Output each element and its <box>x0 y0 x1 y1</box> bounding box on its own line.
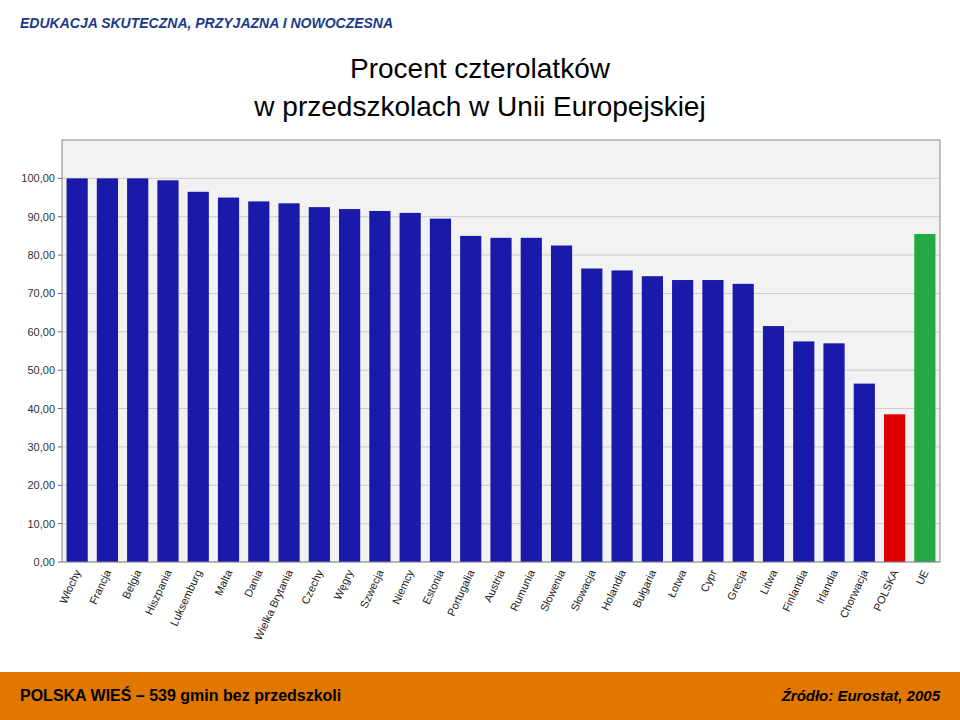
tick-mark <box>58 370 62 371</box>
header-text: EDUKACJA SKUTECZNA, PRZYJAZNA I NOWOCZES… <box>20 15 393 31</box>
x-tick-label: Szwecja <box>358 567 387 610</box>
bar <box>248 201 269 562</box>
tick-mark <box>58 446 62 447</box>
bar <box>581 269 602 562</box>
bar <box>702 280 723 562</box>
x-tick-label: Austria <box>481 567 507 604</box>
bar <box>763 326 784 562</box>
y-tick-label: 50,00 <box>27 364 55 376</box>
x-tick-label: Finlandia <box>780 567 810 613</box>
x-tick-label: Irlandia <box>814 567 840 606</box>
x-tick-label: Estonia <box>420 567 447 606</box>
y-tick-label: 0,00 <box>34 556 55 568</box>
bar <box>733 284 754 562</box>
y-tick-label: 60,00 <box>27 326 55 338</box>
y-tick-label: 40,00 <box>27 403 55 415</box>
bar <box>430 219 451 562</box>
bar <box>823 343 844 562</box>
x-tick-label: Słowenia <box>538 567 568 613</box>
x-axis: WłochyFrancjaBelgiaHiszpaniaLuksemburg Ma… <box>57 567 931 642</box>
bar <box>127 178 148 562</box>
x-tick-label: Rumunia <box>508 567 538 613</box>
footer-background <box>0 672 960 720</box>
plot-frame <box>62 140 940 562</box>
chart-container: EDUKACJA SKUTECZNA, PRZYJAZNA I NOWOCZES… <box>0 0 960 720</box>
bar <box>218 198 239 562</box>
x-tick-label: Węgry <box>331 567 356 601</box>
plot-background <box>62 140 940 562</box>
y-tick-label: 100,00 <box>21 172 55 184</box>
y-tick-label: 90,00 <box>27 211 55 223</box>
x-tick-label: Luksemburg <box>168 568 204 628</box>
bar <box>369 211 390 562</box>
tick-mark <box>58 408 62 409</box>
x-tick-label: Bułgaria <box>630 567 658 609</box>
x-tick-label: Hiszpania <box>142 567 174 617</box>
bar <box>400 213 421 562</box>
x-tick-label: Grecja <box>724 567 749 602</box>
y-grid <box>62 178 940 562</box>
subtitle: w przedszkolach w Unii Europejskiej <box>253 91 705 122</box>
bar <box>884 414 905 562</box>
footer-right: Źródło: Eurostat, 2005 <box>781 687 941 704</box>
x-tick-label: Słowacja <box>568 567 598 613</box>
bar <box>521 238 542 562</box>
x-tick-label: Litwa <box>758 567 780 596</box>
y-tick-label: 80,00 <box>27 249 55 261</box>
tick-mark <box>58 485 62 486</box>
y-axis: 0,00 10,00 20,00 30,00 40,00 50,00 60,00 70,00 8… <box>21 172 62 568</box>
bar <box>642 276 663 562</box>
bar <box>672 280 693 562</box>
y-tick-label: 20,00 <box>27 479 55 491</box>
bar <box>309 207 330 562</box>
x-tick-label: Portugalia <box>445 567 477 618</box>
grid-line <box>62 178 940 179</box>
footer-left: POLSKA WIEŚ – 539 gmin bez przedszkoli <box>20 686 341 704</box>
tick-mark <box>58 293 62 294</box>
tick-mark <box>58 331 62 332</box>
bar <box>460 236 481 562</box>
x-tick-label: Belgia <box>120 567 144 601</box>
bar <box>278 203 299 562</box>
tick-mark <box>58 178 62 179</box>
tick-mark <box>58 523 62 524</box>
x-tick-label: Czechy <box>299 567 326 606</box>
bar <box>339 209 360 562</box>
bars <box>67 178 936 562</box>
x-tick-label: Malta <box>212 567 235 597</box>
tick-mark <box>58 255 62 256</box>
x-tick-label: Cypr <box>698 567 719 593</box>
bar <box>67 178 88 562</box>
x-tick-label: UE <box>913 568 930 587</box>
y-tick-label: 30,00 <box>27 441 55 453</box>
bar <box>97 178 118 562</box>
bar <box>612 270 633 562</box>
x-tick-label: Wielka Brytania <box>252 567 296 642</box>
bar <box>551 246 572 563</box>
title: Procent czterolatków <box>350 53 611 84</box>
bar <box>854 384 875 562</box>
x-tick-label: POLSKA <box>871 567 901 613</box>
bar <box>157 180 178 562</box>
x-tick-label: Francja <box>87 567 114 606</box>
x-tick-label: Łotwa <box>665 567 689 599</box>
tick-mark <box>58 562 62 563</box>
x-tick-label: Chorwacja <box>837 567 870 620</box>
x-tick-label: Holandia <box>599 567 629 612</box>
x-tick-label: Niemcy <box>390 567 417 606</box>
y-tick-label: 70,00 <box>27 287 55 299</box>
x-tick-label: Dania <box>242 567 265 599</box>
bar <box>188 192 209 562</box>
bar <box>793 341 814 562</box>
y-tick-label: 10,00 <box>27 518 55 530</box>
bar <box>490 238 511 562</box>
tick-mark <box>58 216 62 217</box>
x-tick-label: Włochy <box>57 567 83 605</box>
bar <box>914 234 935 562</box>
chart-svg: EDUKACJA SKUTECZNA, PRZYJAZNA I NOWOCZES… <box>0 0 960 720</box>
